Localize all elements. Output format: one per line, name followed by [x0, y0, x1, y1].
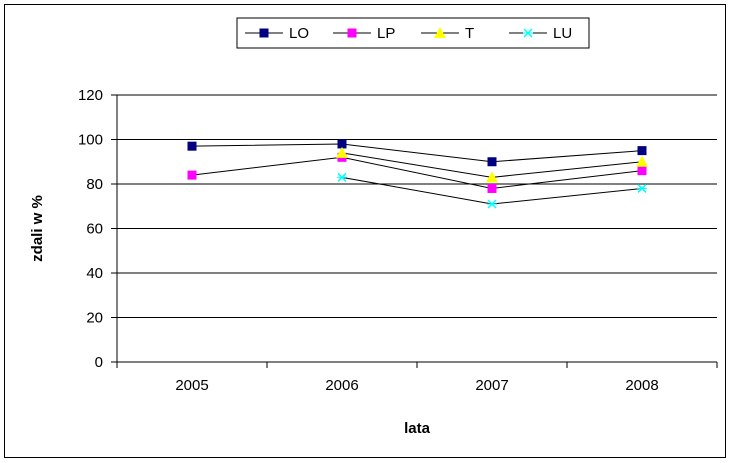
point-t-2007 — [486, 171, 498, 183]
point-t-2008 — [636, 155, 648, 167]
point-lo-2007 — [487, 157, 497, 167]
point-t-2006 — [336, 146, 348, 158]
point-lo-2006 — [337, 139, 347, 149]
point-lu-2007 — [487, 199, 497, 209]
legend-marker-lu — [523, 28, 533, 38]
y-tick-label-60: 60 — [86, 221, 103, 238]
y-tick-label-0: 0 — [95, 354, 103, 371]
y-tick-label-120: 120 — [78, 87, 103, 104]
point-lu-2006 — [337, 172, 347, 182]
legend-label-lo: LO — [289, 25, 309, 42]
legend-label-lu: LU — [553, 25, 572, 42]
x-tick-labels: 2005 2006 2007 2008 — [175, 377, 658, 394]
point-lp-2005 — [187, 170, 197, 180]
point-lo-2008 — [637, 146, 647, 156]
legend-label-lp: LP — [377, 25, 395, 42]
x-tick-label-2005: 2005 — [175, 377, 208, 394]
point-lu-2008 — [637, 183, 647, 193]
series-markers — [187, 139, 648, 209]
x-tick-label-2006: 2006 — [325, 377, 358, 394]
gridlines — [117, 94, 717, 318]
line-chart: 0 20 40 60 80 100 120 2005 2006 2007 2008 zdali w… — [29, 17, 718, 437]
point-lp-2007 — [487, 183, 497, 193]
point-lp-2008 — [637, 166, 647, 176]
chart-frame: 0 20 40 60 80 100 120 2005 2006 2007 2008 zdali w… — [4, 4, 726, 458]
x-axis-title: lata — [404, 420, 431, 437]
series-line-lo — [191, 143, 643, 163]
y-tick-label-40: 40 — [86, 265, 103, 282]
axes — [111, 94, 718, 368]
legend-marker-lp — [347, 28, 357, 38]
point-lo-2005 — [187, 141, 197, 151]
y-axis-title: zdali w % — [29, 195, 46, 262]
legend: LO LP T LU — [236, 17, 590, 49]
x-tick-label-2007: 2007 — [475, 377, 508, 394]
legend-marker-lo — [259, 28, 269, 38]
y-tick-label-100: 100 — [78, 132, 103, 149]
legend-box — [236, 17, 590, 49]
x-tick-label-2008: 2008 — [625, 377, 658, 394]
legend-marker-t — [434, 27, 446, 38]
y-tick-label-20: 20 — [86, 310, 103, 327]
y-tick-label-80: 80 — [86, 176, 103, 193]
y-tick-labels: 0 20 40 60 80 100 120 — [78, 87, 103, 371]
legend-label-t: T — [465, 25, 474, 42]
series-line-lp — [191, 156, 643, 189]
